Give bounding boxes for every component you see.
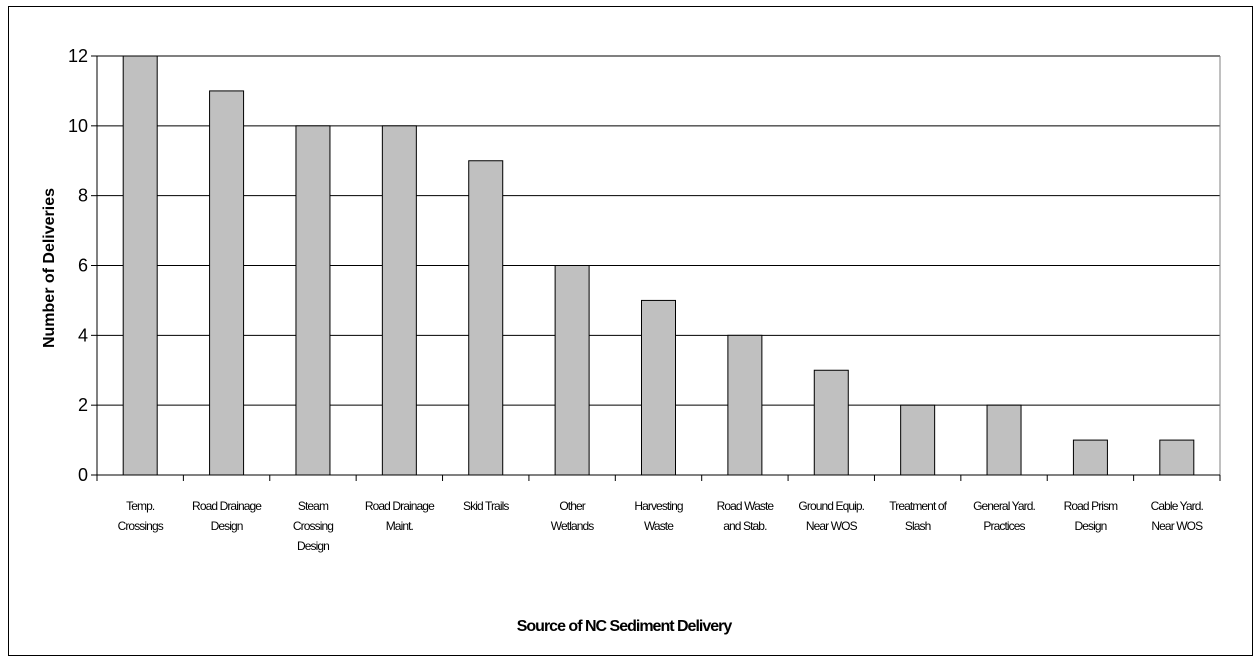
bar — [641, 299, 676, 476]
bar — [209, 90, 245, 476]
y-tick-label: 4 — [78, 325, 88, 345]
bar — [813, 369, 849, 476]
y-tick-label: 2 — [78, 395, 88, 415]
y-tick-labels: 0 2 4 6 8 10 12 — [68, 46, 88, 485]
x-category-label: General Yard. Practices — [973, 499, 1035, 533]
x-category-label: Harvesting Waste — [634, 499, 683, 533]
x-category-label: Road Prism Design — [1064, 499, 1119, 533]
bar — [1159, 439, 1195, 476]
y-axis-title: Number of Deliveries — [41, 188, 58, 348]
x-category-label: Cable Yard. Near WOS — [1151, 499, 1204, 533]
x-category-label: Treatment of Slash — [889, 499, 947, 533]
x-category-label: Ground Equip. Near WOS — [798, 499, 864, 533]
axes — [91, 55, 1221, 481]
x-axis-title: Source of NC Sediment Delivery — [517, 618, 733, 635]
bar — [295, 125, 331, 476]
bar — [122, 55, 158, 476]
x-category-label: Temp. Crossings — [118, 499, 164, 533]
bar — [381, 125, 417, 476]
y-tick-label: 0 — [78, 465, 88, 485]
x-category-label: Road Drainage Design — [192, 499, 262, 533]
gridlines — [97, 55, 1220, 406]
bar — [900, 404, 936, 476]
bar — [727, 334, 763, 476]
y-tick-label: 10 — [68, 116, 88, 136]
x-category-label: Steam Crossing Design — [293, 499, 333, 553]
bar — [554, 265, 590, 476]
x-category-label: Road Waste and Stab. — [717, 499, 775, 533]
bar — [1072, 439, 1108, 476]
bar — [468, 160, 504, 476]
y-tick-label: 6 — [78, 256, 88, 276]
bar — [986, 404, 1022, 476]
y-tick-label: 8 — [78, 186, 88, 206]
x-category-label: Road Drainage Maint. — [365, 499, 435, 533]
x-category-label: Other Wetlands — [551, 499, 595, 533]
x-category-label: Skid Trails — [463, 499, 509, 513]
bars — [122, 55, 1195, 476]
y-tick-label: 12 — [68, 46, 88, 66]
x-category-labels: Temp. Crossings Road Drainage Design Steam Cr… — [118, 499, 1205, 553]
